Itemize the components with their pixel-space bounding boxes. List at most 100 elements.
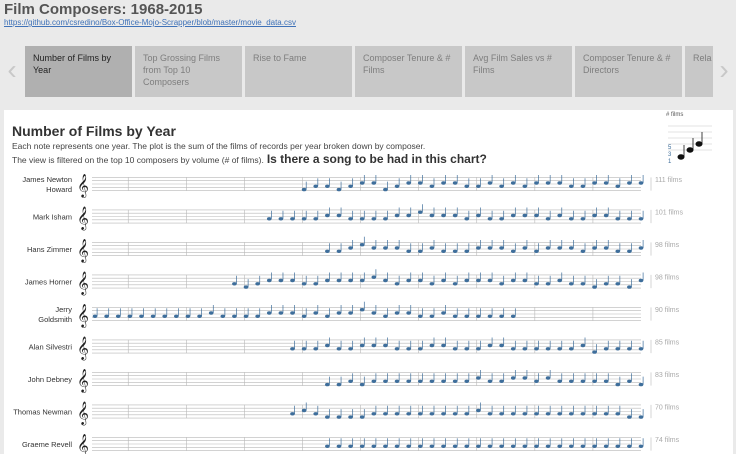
composer-label: John Debney [28,375,72,384]
tab-number-of-films-by-year[interactable]: Number of Films by Year [25,46,132,97]
note-thomas-newman-2000 [464,412,470,416]
note-john-debney-2006 [534,379,539,383]
note-jerry-goldsmith-2003 [499,314,504,318]
treble-clef-icon: 𝄞 [77,336,89,361]
note-mark-isham-2013 [615,217,621,221]
note-john-debney-2000 [464,379,470,383]
total-films-label: 83 films [655,372,680,379]
note-graeme-revell-2005 [522,444,528,448]
note-mark-isham-1994 [394,213,400,218]
note-john-debney-1989 [336,382,342,387]
note-james-horner-2003 [499,282,504,286]
tab-composer-tenure-films[interactable]: Composer Tenure & # Films [355,46,462,97]
note-hans-zimmer-2005 [522,246,528,250]
note-thomas-newman-1985 [290,412,295,416]
note-james-horner-1980 [232,282,237,286]
note-john-debney-2015 [638,382,644,387]
note-james-horner-1981 [243,285,249,289]
note-hans-zimmer-2000 [464,249,470,253]
source-link[interactable]: https://github.com/csredino/Box-Office-M… [4,18,296,27]
note-graeme-revell-1998 [441,444,446,448]
legend-tick-3: 3 [668,152,672,158]
note-jerry-goldsmith-1981 [243,314,249,318]
note-james-horner-1995 [406,278,411,283]
note-graeme-revell-2002 [487,444,493,448]
note-alan-silvestri-2002 [487,343,493,348]
note-graeme-revell-2010 [580,444,586,448]
note-john-debney-1998 [441,379,446,383]
note-john-debney-1995 [406,379,411,383]
note-james-horner-2013 [615,282,621,286]
note-jerry-goldsmith-1968 [92,314,98,318]
note-james-newton-howard-2002 [487,181,493,185]
note-james-newton-howard-2012 [603,181,609,185]
note-john-debney-2002 [487,379,493,383]
note-jerry-goldsmith-1969 [104,314,109,318]
note-james-newton-howard-1995 [406,181,411,185]
treble-clef-icon: 𝄞 [77,271,89,296]
note-graeme-revell-2000 [464,444,470,448]
note-john-debney-1992 [371,379,377,383]
note-hans-zimmer-1999 [452,249,458,253]
note-jerry-goldsmith-1983 [266,311,272,315]
note-alan-silvestri-1987 [313,347,319,351]
viz-subtitle-2: The view is filtered on the top 10 compo… [12,152,487,166]
note-james-horner-2001 [476,278,481,283]
note-jerry-goldsmith-1991 [359,308,365,312]
note-james-horner-1997 [429,282,435,286]
note-jerry-goldsmith-1987 [313,311,319,315]
note-james-horner-2002 [487,278,493,283]
tab-top-grossing-films[interactable]: Top Grossing Films from Top 10 Composers [135,46,242,97]
note-jerry-goldsmith-1985 [290,311,295,315]
note-james-newton-howard-2008 [557,181,562,185]
note-hans-zimmer-2010 [580,249,586,253]
note-mark-isham-2007 [545,217,551,221]
note-mark-isham-1991 [359,217,365,221]
note-james-horner-1990 [348,278,353,283]
note-mark-isham-1996 [417,210,423,214]
note-jerry-goldsmith-1970 [115,314,121,318]
chevron-right-icon[interactable]: › [719,54,729,85]
note-mark-isham-1986 [301,217,307,221]
note-hans-zimmer-2008 [557,246,562,250]
note-mark-isham-2001 [476,213,481,218]
note-alan-silvestri-2009 [568,347,574,351]
note-jerry-goldsmith-1995 [406,311,411,315]
note-jerry-goldsmith-1976 [185,314,191,318]
note-thomas-newman-1996 [417,412,423,416]
note-jerry-goldsmith-1994 [394,311,400,315]
note-james-horner-1993 [383,278,388,283]
note-mark-isham-1990 [348,217,353,221]
note-mark-isham-1987 [313,217,319,221]
note-alan-silvestri-2015 [638,347,644,351]
tab-rela[interactable]: Rela [685,46,713,97]
size-legend: # films 5 3 1 [666,112,714,165]
note-jerry-goldsmith-2000 [464,314,470,318]
note-graeme-revell-2006 [534,444,539,448]
tab-composer-tenure-directors[interactable]: Composer Tenure & # Directors [575,46,682,97]
note-james-horner-1996 [417,278,423,283]
note-thomas-newman-2006 [534,412,539,416]
composer-label: James Horner [25,278,73,287]
treble-clef-icon: 𝄞 [77,173,89,198]
note-james-newton-howard-2014 [627,181,632,185]
note-mark-isham-2015 [638,217,644,221]
note-alan-silvestri-1985 [290,347,295,351]
note-alan-silvestri-2008 [557,347,562,351]
note-james-horner-2000 [464,278,470,283]
note-jerry-goldsmith-1980 [232,314,237,318]
note-mark-isham-2014 [627,217,632,221]
tab-rise-to-fame[interactable]: Rise to Fame [245,46,352,97]
note-james-horner-2008 [557,278,562,283]
note-graeme-revell-1999 [452,444,458,448]
tab-avg-film-sales[interactable]: Avg Film Sales vs # Films [465,46,572,97]
legend-tick-1: 1 [668,159,672,164]
note-hans-zimmer-2007 [545,246,551,250]
note-graeme-revell-2013 [615,444,621,448]
total-films-label: 98 films [655,275,680,282]
total-films-label: 85 films [655,340,680,347]
chevron-left-icon[interactable]: ‹ [7,54,17,85]
note-john-debney-1996 [417,379,423,383]
note-john-debney-2007 [545,376,551,380]
note-mark-isham-1983 [266,217,272,221]
